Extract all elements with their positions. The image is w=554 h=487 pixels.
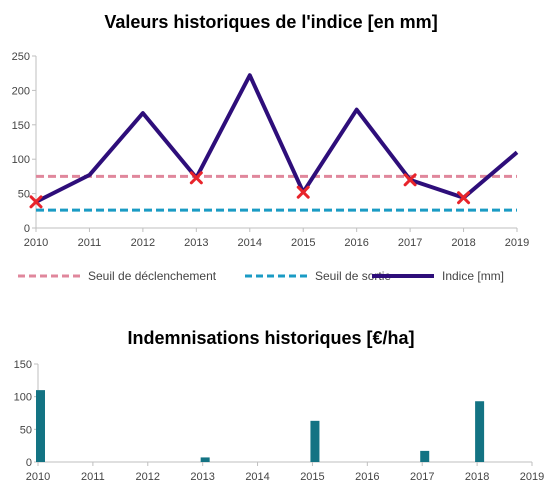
bar-chart-bars bbox=[36, 390, 485, 462]
line-x-tick-label: 2016 bbox=[344, 237, 368, 249]
line-y-tick-label: 250 bbox=[12, 51, 30, 63]
payout-marker bbox=[29, 195, 43, 209]
bar-y-tick-label: 100 bbox=[14, 392, 32, 404]
line-y-tick-label: 150 bbox=[12, 120, 30, 132]
payout-marker bbox=[189, 171, 203, 185]
line-chart-axes: 0 50 100 150 200 250 2010 2011 2012 2013 2014 2015 2… bbox=[12, 51, 530, 249]
line-x-tick-label: 2012 bbox=[131, 237, 155, 249]
bar-x-tick-label: 2014 bbox=[245, 471, 269, 483]
line-chart-legend: Seuil de déclenchement Seuil de sortie I… bbox=[18, 269, 504, 283]
bar-x-tick-label: 2018 bbox=[465, 471, 489, 483]
bar-x-tick-label: 2019 bbox=[520, 471, 544, 483]
bar-2017 bbox=[420, 450, 430, 462]
bar-y-tick-label: 0 bbox=[26, 457, 32, 469]
bar-2013 bbox=[200, 457, 210, 462]
line-x-tick-label: 2019 bbox=[505, 237, 529, 249]
line-y-tick-label: 100 bbox=[12, 154, 30, 166]
line-x-tick-label: 2018 bbox=[451, 237, 475, 249]
line-x-tick-label: 2011 bbox=[78, 237, 102, 249]
line-chart-series bbox=[35, 73, 519, 212]
line-x-tick-label: 2013 bbox=[184, 237, 208, 249]
bar-x-tick-label: 2011 bbox=[81, 471, 105, 483]
bar-x-tick-label: 2016 bbox=[355, 471, 379, 483]
line-y-tick-label: 200 bbox=[12, 85, 30, 97]
bar-y-tick-label: 150 bbox=[14, 359, 32, 371]
line-x-tick-label: 2010 bbox=[24, 237, 48, 249]
line-y-tick-label: 50 bbox=[18, 189, 30, 201]
line-y-tick-label: 0 bbox=[24, 223, 30, 235]
bar-y-tick-label: 50 bbox=[20, 424, 32, 436]
payout-marker bbox=[457, 191, 471, 205]
bar-2018 bbox=[475, 401, 485, 462]
bar-x-tick-label: 2013 bbox=[190, 471, 214, 483]
bar-2010 bbox=[36, 390, 45, 462]
index-line bbox=[35, 73, 519, 204]
bar-x-tick-label: 2015 bbox=[300, 471, 324, 483]
bar-x-tick-label: 2012 bbox=[136, 471, 160, 483]
legend-label-index: Indice [mm] bbox=[442, 269, 504, 283]
legend-label-trigger: Seuil de déclenchement bbox=[88, 269, 217, 283]
line-chart-markers bbox=[29, 171, 471, 209]
payout-marker bbox=[403, 173, 417, 187]
bar-2015 bbox=[310, 420, 320, 462]
bar-x-tick-label: 2010 bbox=[26, 471, 50, 483]
payout-marker bbox=[296, 185, 310, 199]
bar-chart-axes: 0 50 100 150 2010 2011 2012 2013 2014 2015 2016 201… bbox=[14, 359, 545, 483]
bar-chart-title: Indemnisations historiques [€/ha] bbox=[127, 328, 414, 348]
line-x-tick-label: 2015 bbox=[291, 237, 315, 249]
legend-label-exit: Seuil de sortie bbox=[315, 269, 391, 283]
line-x-tick-label: 2017 bbox=[398, 237, 422, 249]
line-x-tick-label: 2014 bbox=[238, 237, 262, 249]
line-chart-title: Valeurs historiques de l'indice [en mm] bbox=[104, 12, 437, 32]
bar-x-tick-label: 2017 bbox=[410, 471, 434, 483]
